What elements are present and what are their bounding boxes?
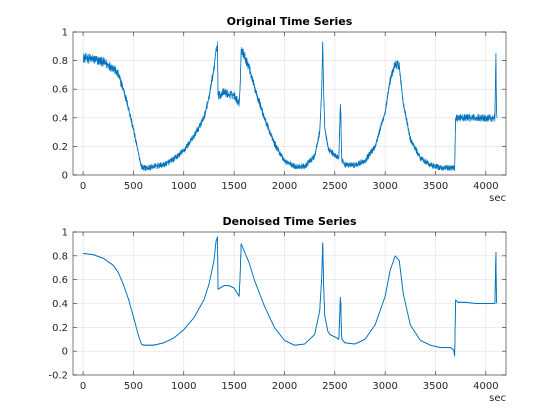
y-tick-label: 0: [62, 347, 68, 358]
y-tick-label: 0: [62, 171, 68, 182]
x-tick-label: 0: [80, 181, 86, 192]
y-tick-label: 0.2: [52, 323, 68, 334]
x-tick-label: 2500: [322, 181, 347, 192]
x-tick-label: 4000: [473, 181, 498, 192]
y-tick-label: 0.6: [52, 85, 68, 96]
chart-title: Denoised Time Series: [222, 215, 357, 228]
x-tick-label: 3000: [372, 181, 397, 192]
y-tick-label: 1: [62, 228, 68, 239]
x-tick-label: 2000: [272, 181, 297, 192]
x-unit-label: sec: [489, 193, 506, 204]
axes-box: [72, 31, 507, 176]
axes-background: [73, 32, 506, 175]
y-tick-label: 0.4: [52, 299, 68, 310]
chart-title: Original Time Series: [227, 15, 353, 28]
y-tick-label: 0.8: [52, 251, 68, 262]
series-trend-1: [83, 41, 498, 169]
x-tick-label: 1000: [171, 381, 196, 392]
series-trend-1: [83, 236, 498, 357]
y-tick-label: 0.8: [52, 56, 68, 67]
x-tick-label: 500: [124, 381, 143, 392]
chart-panel-1: 0 500 1000 1500 2000 2500 3000 3500 4000 0 0.2 0.4 0…: [52, 15, 507, 204]
x-tick-label: 1500: [221, 381, 246, 392]
x-tick-label: 1000: [171, 181, 196, 192]
x-tick-label: 0: [80, 381, 86, 392]
x-tick-label: 3500: [423, 181, 448, 192]
y-tick-label: 1: [62, 28, 68, 39]
y-tick-label: -0.2: [48, 371, 68, 382]
x-tick-label: 2000: [272, 381, 297, 392]
x-unit-label: sec: [489, 393, 506, 404]
x-tick-label: 2500: [322, 381, 347, 392]
x-tick-label: 3000: [372, 381, 397, 392]
x-tick-label: 4000: [473, 381, 498, 392]
x-tick-label: 1500: [221, 181, 246, 192]
chart-panel-2: 0 500 1000 1500 2000 2500 3000 3500 4000 -0.2 0 0.2…: [48, 215, 507, 404]
x-tick-label: 500: [124, 181, 143, 192]
x-tick-label: 3500: [423, 381, 448, 392]
y-tick-label: 0.4: [52, 113, 68, 124]
y-tick-label: 0.6: [52, 275, 68, 286]
y-tick-label: 0.2: [52, 142, 68, 153]
